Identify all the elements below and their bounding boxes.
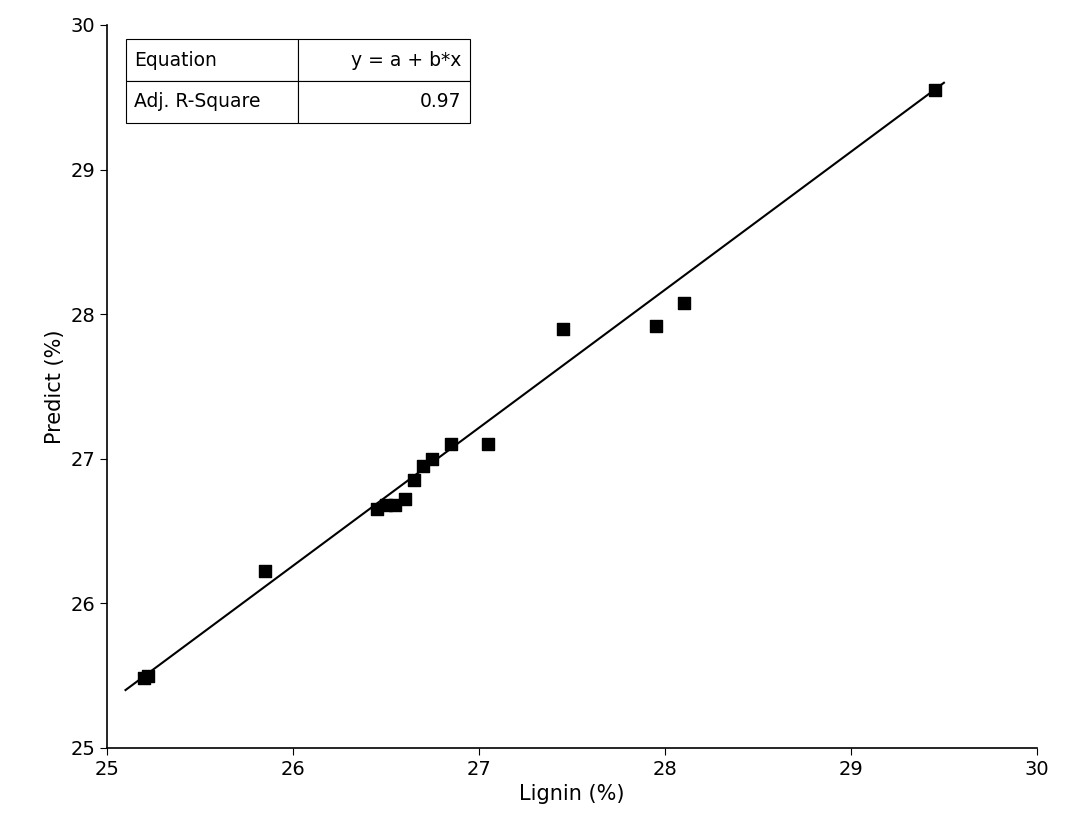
Point (396, 493, 413, 506)
Point (139, 669, 156, 682)
Point (387, 499, 404, 512)
Point (675, 296, 692, 309)
Point (480, 438, 497, 451)
Point (443, 438, 460, 451)
Point (257, 565, 274, 578)
Point (377, 499, 394, 512)
Point (423, 452, 440, 465)
Point (368, 503, 385, 516)
Point (926, 83, 943, 96)
Y-axis label: Predict (%): Predict (%) (45, 329, 64, 444)
X-axis label: Lignin (%): Lignin (%) (520, 784, 624, 804)
Point (647, 319, 664, 332)
Point (554, 322, 571, 335)
Point (415, 460, 432, 473)
Point (405, 474, 422, 487)
Point (136, 671, 153, 685)
